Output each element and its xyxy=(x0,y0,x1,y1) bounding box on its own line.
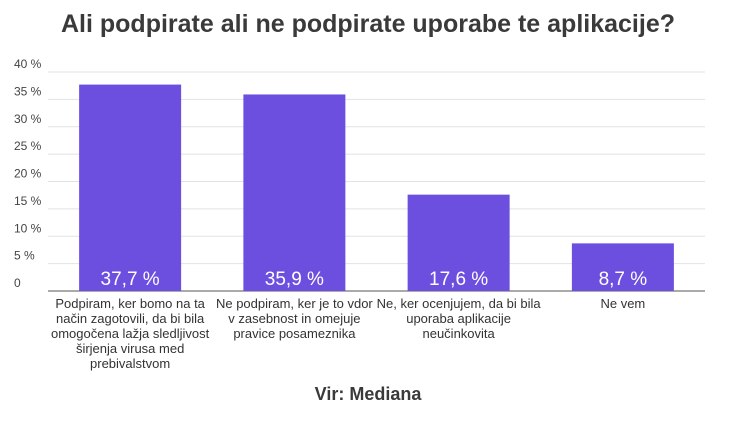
source-label: Vir: Mediana xyxy=(314,384,422,404)
y-tick-label: 30 % xyxy=(14,112,42,126)
x-tick-label: Podpiram, ker bomo na ta način zagotovili… xyxy=(51,296,210,371)
bar xyxy=(79,84,182,291)
bar xyxy=(243,94,346,291)
y-tick-label: 40 % xyxy=(14,57,42,71)
y-tick-label: 25 % xyxy=(14,139,42,153)
y-tick-label: 20 % xyxy=(14,167,42,181)
chart-title: Ali podpirate ali ne podpirate uporabe t… xyxy=(60,10,675,38)
bar xyxy=(407,194,510,291)
data-label: 17,6 % xyxy=(429,269,488,290)
data-label: 37,7 % xyxy=(101,269,160,290)
y-tick-label: 0 xyxy=(14,276,21,290)
x-tick-label: Ne, ker ocenjujem, da bi bila uporaba apl… xyxy=(377,296,542,341)
bar xyxy=(571,243,674,291)
x-tick-label: Ne podpiram, ker je to vdor v zasebnost i… xyxy=(216,296,373,341)
y-tick-label: 15 % xyxy=(14,194,42,208)
y-tick-label: 10 % xyxy=(14,221,42,235)
x-tick-label: Ne vem xyxy=(600,296,645,311)
y-tick-label: 35 % xyxy=(14,84,42,98)
data-label: 35,9 % xyxy=(265,269,324,290)
data-label: 8,7 % xyxy=(599,269,648,290)
y-tick-label: 5 % xyxy=(14,249,35,263)
